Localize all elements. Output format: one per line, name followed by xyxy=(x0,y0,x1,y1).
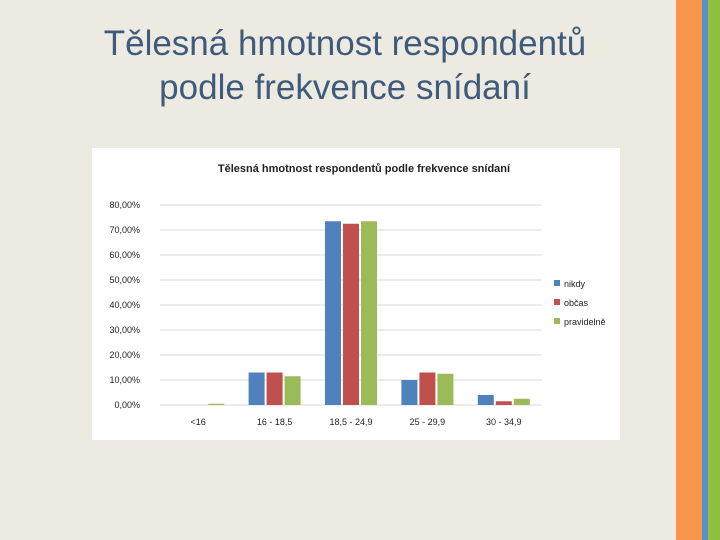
slide-title-line-1: Tělesná hmotnost respondentů xyxy=(103,24,587,63)
x-tick-label: <16 xyxy=(191,417,206,427)
legend-label: nikdy xyxy=(564,279,586,289)
chart-title: Tělesná hmotnost respondentů podle frekv… xyxy=(218,163,511,175)
bar-nikdy-2 xyxy=(325,221,341,405)
accent-stripe-green xyxy=(708,0,720,540)
legend: nikdy občas pravidelně xyxy=(554,279,606,327)
y-tick-label: 70,00% xyxy=(109,225,140,235)
y-tick-label: 50,00% xyxy=(109,275,140,285)
bar-pravidelně-4 xyxy=(513,398,530,405)
accent-stripe-blue xyxy=(702,0,708,540)
x-axis-ticks: <16 16 - 18,5 18,5 - 24,9 25 - 29,9 30 - 34,… xyxy=(191,417,522,427)
y-tick-label: 10,00% xyxy=(109,375,140,385)
y-tick-label: 40,00% xyxy=(109,300,140,310)
legend-swatch-pravidelně xyxy=(554,318,560,324)
x-tick-label: 25 - 29,9 xyxy=(410,417,446,427)
y-axis-ticks: 0,00% 10,00% 20,00% 30,00% 40,00% 50,00% 60,00… xyxy=(109,200,140,410)
x-tick-label: 18,5 - 24,9 xyxy=(329,417,372,427)
bar-pravidelně-1 xyxy=(284,376,301,405)
y-tick-label: 80,00% xyxy=(109,200,140,210)
bar-nikdy-3 xyxy=(401,380,418,405)
bar-pravidelně-2 xyxy=(361,221,377,405)
x-tick-label: 16 - 18,5 xyxy=(257,417,293,427)
legend-label: občas xyxy=(564,298,589,308)
bar-občas-3 xyxy=(419,372,436,405)
slide-title-line-2: podle frekvence snídaní xyxy=(159,68,531,107)
bar-občas-1 xyxy=(266,372,283,405)
legend-label: pravidelně xyxy=(564,317,606,327)
slide-title: Tělesná hmotnost respondentů podle frekv… xyxy=(40,22,650,110)
y-tick-label: 0,00% xyxy=(114,400,140,410)
bars xyxy=(208,221,530,405)
bar-nikdy-4 xyxy=(477,395,494,405)
bar-pravidelně-0 xyxy=(208,403,225,405)
legend-swatch-občas xyxy=(554,299,560,305)
legend-swatch-nikdy xyxy=(554,280,560,286)
bar-nikdy-1 xyxy=(248,372,265,405)
chart-area: Tělesná hmotnost respondentů podle frekv… xyxy=(92,148,620,440)
bar-pravidelně-3 xyxy=(437,373,454,405)
x-tick-label: 30 - 34,9 xyxy=(486,417,522,427)
bar-občas-4 xyxy=(495,401,512,405)
y-tick-label: 30,00% xyxy=(109,325,140,335)
bar-chart: Tělesná hmotnost respondentů podle frekv… xyxy=(109,163,606,427)
y-tick-label: 60,00% xyxy=(109,250,140,260)
accent-stripe-orange xyxy=(676,0,702,540)
bar-občas-2 xyxy=(343,223,359,405)
y-tick-label: 20,00% xyxy=(109,350,140,360)
